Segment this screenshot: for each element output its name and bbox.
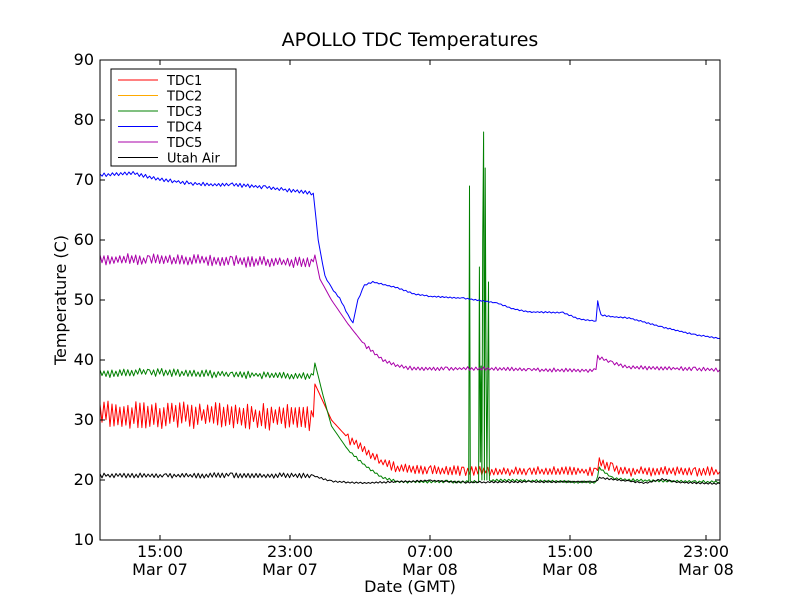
- x-tick-label-date: Mar 07: [132, 560, 188, 579]
- series-line-utah-air: [100, 472, 720, 485]
- y-tick-label: 80: [74, 110, 94, 129]
- legend-label: TDC2: [166, 90, 202, 105]
- y-tick-label: 90: [74, 50, 94, 69]
- x-tick-label-time: 23:00: [683, 542, 729, 561]
- x-tick-label-time: 23:00: [267, 542, 313, 561]
- y-axis: 10 20 30 40 50 60 70 80 90: [74, 50, 720, 549]
- series-line-tdc4: [100, 171, 720, 339]
- x-tick-label-date: Mar 08: [678, 560, 734, 579]
- y-tick-label: 10: [74, 530, 94, 549]
- x-tick-label-date: Mar 08: [542, 560, 598, 579]
- legend-label: TDC3: [166, 105, 202, 120]
- series-line-tdc1: [100, 383, 720, 477]
- y-tick-label: 50: [74, 290, 94, 309]
- legend-box: [110, 68, 237, 167]
- series-line-tdc5: [100, 253, 720, 373]
- y-tick-label: 20: [74, 470, 94, 489]
- chart-title: APOLLO TDC Temperatures: [282, 29, 539, 51]
- x-axis-title: Date (GMT): [364, 577, 456, 596]
- series-line-tdc3: [100, 131, 720, 484]
- y-tick-label: 60: [74, 230, 94, 249]
- legend-label: TDC4: [166, 121, 202, 136]
- x-tick-label-time: 15:00: [137, 542, 183, 561]
- y-tick-label: 70: [74, 170, 94, 189]
- y-tick-label: 30: [74, 410, 94, 429]
- legend-label: TDC5: [166, 136, 202, 151]
- legend-label: TDC1: [166, 74, 202, 89]
- y-tick-label: 40: [74, 350, 94, 369]
- y-axis-title: Temperature (C): [51, 235, 70, 366]
- x-tick-label-date: Mar 07: [262, 560, 318, 579]
- legend-label: Utah Air: [167, 152, 220, 167]
- series-layer: [100, 131, 720, 485]
- x-tick-label-time: 15:00: [547, 542, 593, 561]
- x-tick-label-time: 07:00: [407, 542, 453, 561]
- x-tick-label-date: Mar 08: [402, 560, 458, 579]
